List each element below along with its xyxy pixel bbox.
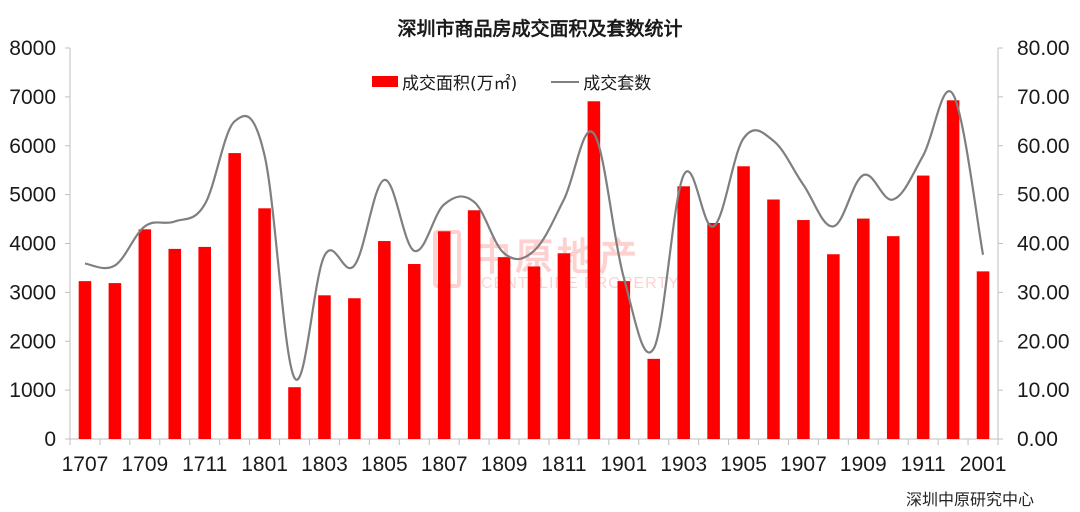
bar (318, 295, 331, 439)
y-right-tick-label: 10.00 (1017, 379, 1070, 402)
bar (677, 186, 690, 439)
y-right-tick-label: 80.00 (1017, 37, 1070, 60)
y-right-tick-label: 70.00 (1017, 86, 1070, 109)
x-tick-label: 1811 (541, 453, 586, 476)
bar (108, 283, 122, 439)
x-tick-label: 1901 (600, 453, 647, 476)
bar (857, 218, 870, 439)
y-left-tick-label: 5000 (9, 184, 56, 207)
x-tick-label: 1711 (182, 453, 227, 476)
x-tick-label: 1809 (481, 453, 528, 476)
bar (737, 166, 750, 439)
bar (647, 358, 661, 439)
bar (886, 236, 900, 439)
bar (797, 220, 810, 439)
x-tick-label: 1903 (660, 453, 707, 476)
bar (617, 281, 631, 439)
y-right-tick-label: 40.00 (1017, 233, 1070, 256)
legend-label-units: 成交套数 (583, 74, 652, 94)
bar (557, 253, 571, 439)
legend-item-units: 成交套数 (551, 69, 651, 94)
y-left-tick-label: 8000 (9, 37, 56, 60)
legend-bar-swatch-icon (372, 76, 398, 87)
bar (168, 248, 182, 439)
x-tick-label: 1905 (720, 453, 767, 476)
bar (707, 222, 720, 439)
bar (976, 271, 990, 439)
y-right-tick-label: 60.00 (1017, 135, 1070, 158)
y-right-tick-label: 50.00 (1017, 184, 1070, 207)
y-left-tick-label: 2000 (9, 330, 56, 353)
source-note: 深圳中原研究中心 (905, 490, 1034, 509)
bar (78, 281, 92, 439)
bar (467, 210, 481, 439)
legend-label-area: 成交面积(万㎡) (402, 74, 518, 94)
x-tick-label: 1807 (421, 453, 468, 476)
chart-title: 深圳市商品房成交面积及套数统计 (397, 18, 683, 40)
bar (497, 257, 511, 439)
y-right-tick-label: 20.00 (1017, 330, 1070, 353)
y-left-tick-label: 3000 (9, 281, 56, 304)
y-left-tick-label: 1000 (9, 379, 56, 402)
x-tick-label: 1911 (901, 453, 946, 476)
bar (198, 246, 211, 439)
bar (916, 175, 930, 439)
bar (228, 153, 241, 440)
y-left-tick-label: 6000 (9, 135, 56, 158)
x-tick-label: 1709 (121, 453, 168, 476)
y-left-tick-label: 0 (44, 428, 56, 451)
bar (288, 387, 301, 439)
units-line (84, 90, 985, 381)
bar (767, 199, 780, 439)
y-left-tick-label: 4000 (9, 233, 56, 256)
x-tick-label: 1707 (62, 453, 109, 476)
bar (827, 254, 840, 439)
bar (258, 208, 271, 439)
legend-line-swatch-icon (551, 80, 580, 83)
bar (378, 241, 391, 439)
y-left-tick-label: 7000 (9, 86, 56, 109)
bar (587, 101, 601, 440)
bar (437, 231, 451, 439)
y-right-tick-label: 30.00 (1017, 281, 1070, 304)
x-tick-label: 1805 (361, 453, 408, 476)
bar (348, 298, 361, 439)
bar (138, 229, 152, 439)
x-tick-label: 1803 (301, 453, 348, 476)
bar (407, 264, 421, 439)
bar (527, 266, 541, 439)
legend-item-area: 成交面积(万㎡) (372, 69, 517, 94)
chart-legend: 成交面积(万㎡) 成交套数 (372, 69, 685, 94)
x-tick-label: 1801 (241, 453, 288, 476)
x-tick-label: 2001 (960, 453, 1007, 476)
bar (946, 100, 960, 439)
x-tick-label: 1907 (780, 453, 827, 476)
y-right-tick-label: 0.00 (1017, 428, 1058, 451)
x-tick-label: 1909 (840, 453, 887, 476)
